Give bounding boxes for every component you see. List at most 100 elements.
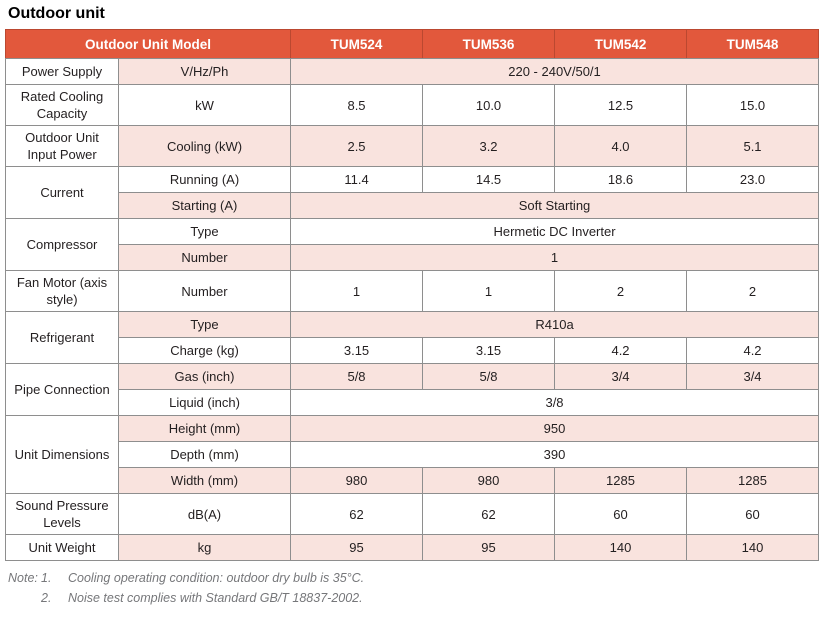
table-row: Pipe Connection Gas (inch) 5/8 5/8 3/4 3… <box>5 363 820 416</box>
spec-label-cell: kg <box>117 534 292 561</box>
category-cell: Rated Cooling Capacity <box>5 84 119 126</box>
spec-label-cell: kW <box>117 84 292 126</box>
value-cell: 62 <box>422 493 556 535</box>
table-row: Refrigerant Type R410a <box>5 311 820 364</box>
category-cell: Unit Weight <box>5 534 119 561</box>
spec-label-cell: Width (mm) <box>117 467 292 494</box>
spec-label-cell: Depth (mm) <box>117 441 292 468</box>
value-cell: 60 <box>554 493 688 535</box>
table-row: Sound Pressure Levels dB(A) 62 62 60 60 <box>5 493 820 535</box>
table-row: Outdoor Unit Input Power Cooling (kW) 2.… <box>5 125 820 167</box>
value-cell: 4.2 <box>554 337 688 364</box>
note-line: 2. Noise test complies with Standard GB/… <box>8 588 819 608</box>
value-cell: 14.5 <box>422 166 556 193</box>
value-cell: 3/4 <box>686 363 820 390</box>
note-label-spacer <box>8 588 41 608</box>
value-cell: 2 <box>554 270 688 312</box>
value-cell: R410a <box>290 311 820 338</box>
outdoor-unit-spec-table: Outdoor Unit Model TUM524 TUM536 TUM542 … <box>4 29 820 561</box>
note-number: 2. <box>41 591 52 605</box>
category-cell: Refrigerant <box>5 311 119 364</box>
spec-label-cell: Height (mm) <box>117 415 292 442</box>
value-cell: 220 - 240V/50/1 <box>290 58 820 85</box>
table-row: Power Supply V/Hz/Ph 220 - 240V/50/1 <box>5 58 820 85</box>
value-cell: 60 <box>686 493 820 535</box>
note-label: Note: <box>8 571 38 585</box>
value-cell: 95 <box>290 534 424 561</box>
category-cell: Current <box>5 166 119 219</box>
value-cell: 5.1 <box>686 125 820 167</box>
value-cell: 18.6 <box>554 166 688 193</box>
value-cell: 4.0 <box>554 125 688 167</box>
value-cell: 23.0 <box>686 166 820 193</box>
value-cell: 1285 <box>554 467 688 494</box>
value-cell: 140 <box>686 534 820 561</box>
spec-label-cell: Gas (inch) <box>117 363 292 390</box>
value-cell: 15.0 <box>686 84 820 126</box>
table-row: Unit Weight kg 95 95 140 140 <box>5 534 820 561</box>
value-cell: Soft Starting <box>290 192 820 219</box>
spec-label-cell: V/Hz/Ph <box>117 58 292 85</box>
value-cell: 1 <box>290 270 424 312</box>
value-cell: 3.15 <box>290 337 424 364</box>
value-cell: 8.5 <box>290 84 424 126</box>
page-title: Outdoor unit <box>8 5 105 22</box>
category-cell: Fan Motor (axis style) <box>5 270 119 312</box>
value-cell: 5/8 <box>290 363 424 390</box>
header-model-tum536: TUM536 <box>422 29 556 59</box>
header-model-tum548: TUM548 <box>686 29 820 59</box>
footnotes: Note: 1. Cooling operating condition: ou… <box>8 568 819 608</box>
header-model-tum542: TUM542 <box>554 29 688 59</box>
value-cell: 10.0 <box>422 84 556 126</box>
spec-label-cell: Type <box>117 311 292 338</box>
value-cell: 4.2 <box>686 337 820 364</box>
value-cell: 3.2 <box>422 125 556 167</box>
spec-label-cell: Number <box>117 270 292 312</box>
category-cell: Outdoor Unit Input Power <box>5 125 119 167</box>
category-cell: Power Supply <box>5 58 119 85</box>
table-row: Liquid (inch) 3/8 <box>6 389 820 416</box>
spec-label-cell: Starting (A) <box>117 192 292 219</box>
value-cell: 3/8 <box>290 389 820 416</box>
value-cell: 5/8 <box>422 363 556 390</box>
value-cell: 390 <box>290 441 820 468</box>
table-row: Starting (A) Soft Starting <box>6 192 820 219</box>
value-cell: 95 <box>422 534 556 561</box>
note-line: Note: 1. Cooling operating condition: ou… <box>8 568 819 588</box>
value-cell: 11.4 <box>290 166 424 193</box>
note-number: 1. <box>41 571 52 585</box>
value-cell: 62 <box>290 493 424 535</box>
value-cell: 2.5 <box>290 125 424 167</box>
category-cell: Sound Pressure Levels <box>5 493 119 535</box>
table-row: Depth (mm) 390 <box>6 441 820 468</box>
value-cell: 3.15 <box>422 337 556 364</box>
header-model-tum524: TUM524 <box>290 29 424 59</box>
table-row: Compressor Type Hermetic DC Inverter <box>5 218 820 271</box>
spec-label-cell: Number <box>117 244 292 271</box>
value-cell: 1 <box>290 244 820 271</box>
value-cell: 2 <box>686 270 820 312</box>
value-cell: 980 <box>422 467 556 494</box>
value-cell: 12.5 <box>554 84 688 126</box>
note-text: Noise test complies with Standard GB/T 1… <box>68 591 363 605</box>
table-header-row: Outdoor Unit Model TUM524 TUM536 TUM542 … <box>4 29 820 59</box>
value-cell: Hermetic DC Inverter <box>290 218 820 245</box>
spec-label-cell: Liquid (inch) <box>117 389 292 416</box>
spec-label-cell: Charge (kg) <box>117 337 292 364</box>
table-row: Rated Cooling Capacity kW 8.5 10.0 12.5 … <box>5 84 820 126</box>
table-row: Unit Dimensions Height (mm) 950 <box>5 415 820 494</box>
value-cell: 950 <box>290 415 820 442</box>
header-model-label: Outdoor Unit Model <box>4 29 292 59</box>
category-cell: Compressor <box>5 218 119 271</box>
note-text: Cooling operating condition: outdoor dry… <box>68 571 365 585</box>
value-cell: 1285 <box>686 467 820 494</box>
table-row: Charge (kg) 3.15 3.15 4.2 4.2 <box>6 337 820 364</box>
category-cell: Unit Dimensions <box>5 415 119 494</box>
spec-label-cell: Running (A) <box>117 166 292 193</box>
value-cell: 980 <box>290 467 424 494</box>
table-row: Width (mm) 980 980 1285 1285 <box>6 467 820 494</box>
table-row: Current Running (A) 11.4 14.5 18.6 23.0 <box>5 166 820 219</box>
spec-label-cell: Type <box>117 218 292 245</box>
table-row: Fan Motor (axis style) Number 1 1 2 2 <box>5 270 820 312</box>
category-cell: Pipe Connection <box>5 363 119 416</box>
